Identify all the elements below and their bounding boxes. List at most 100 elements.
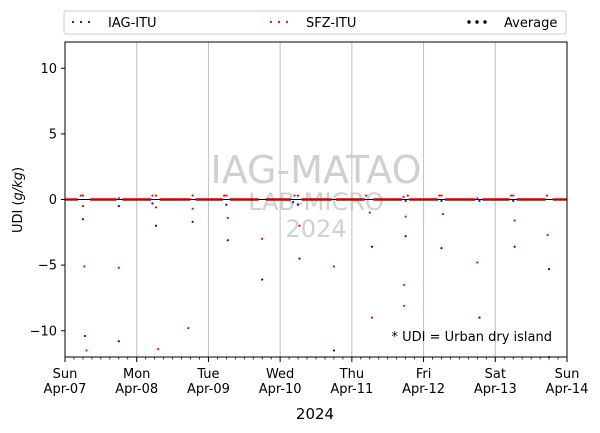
point-sfz-itu [298, 224, 301, 227]
point-sfz-itu [296, 194, 300, 197]
legend-marker [79, 20, 83, 24]
point-sfz-itu [545, 194, 549, 197]
legend-label: SFZ-ITU [306, 16, 356, 31]
point-sfz-itu [83, 265, 86, 268]
legend: IAG-ITU SFZ-ITU Average [63, 10, 567, 35]
point-iag-itu [513, 245, 516, 248]
legend-item-sfz-itu: SFZ-ITU [269, 16, 356, 31]
legend-label: IAG-ITU [108, 16, 157, 31]
point-iag-itu [478, 199, 481, 202]
point-sfz-itu [225, 194, 228, 197]
point-sfz-itu [261, 237, 264, 240]
legend-items: IAG-ITU SFZ-ITU Average [71, 16, 557, 31]
x-tick-day: Sat [485, 367, 506, 382]
point-sfz-itu [476, 261, 479, 264]
point-iag-itu [547, 267, 551, 271]
point-iag-itu [404, 199, 407, 202]
point-iag-itu [440, 246, 443, 250]
watermark-line: LAB-MICRO [248, 188, 384, 216]
x-axis-ticks: SunApr-07MonApr-08TueApr-09WedApr-10ThuA… [44, 357, 589, 397]
point-iag-itu [298, 257, 301, 260]
legend-label: Average [504, 16, 557, 31]
point-iag-itu [81, 218, 85, 221]
x-tick-day: Sun [53, 367, 78, 382]
point-iag-itu [261, 278, 264, 281]
legend-frame [63, 10, 567, 35]
point-sfz-itu [81, 204, 85, 208]
x-tick-day: Mon [123, 367, 150, 382]
point-sfz-itu [438, 194, 441, 197]
point-iag-itu [440, 199, 443, 202]
legend-marker [475, 20, 479, 24]
point-sfz-itu [403, 304, 406, 307]
x-tick-day: Thu [339, 367, 364, 382]
point-sfz-itu [512, 194, 515, 197]
x-tick-date: Apr-11 [330, 382, 373, 397]
point-sfz-itu [293, 194, 296, 197]
point-sfz-itu [191, 194, 194, 197]
point-sfz-itu [79, 194, 82, 197]
legend-item-average: Average [467, 16, 557, 31]
point-sfz-itu [513, 219, 516, 222]
point-iag-itu [404, 235, 407, 238]
point-sfz-itu [223, 194, 226, 197]
point-sfz-itu [154, 194, 158, 197]
point-sfz-itu [476, 197, 479, 200]
point-sfz-itu [404, 215, 407, 218]
x-tick-date: Apr-08 [115, 382, 158, 397]
data-points [79, 194, 551, 359]
point-iag-itu [291, 201, 295, 204]
point-sfz-itu [402, 195, 405, 198]
point-iag-itu [370, 245, 374, 248]
point-sfz-itu [365, 194, 368, 197]
y-axis-ticks: −10 −5 0 5 10 [30, 62, 65, 339]
point-sfz-itu [85, 349, 88, 352]
x-tick-date: Apr-09 [187, 382, 230, 397]
watermark-line: IAG-MATAO [210, 148, 421, 192]
legend-marker [483, 20, 487, 24]
y-tick-label: −10 [30, 324, 57, 339]
point-sfz-itu [226, 216, 229, 219]
point-sfz-itu [81, 194, 85, 197]
x-tick-date: Apr-10 [259, 382, 302, 397]
legend-marker [87, 20, 91, 24]
point-iag-itu [225, 203, 228, 206]
point-sfz-itu [370, 316, 374, 319]
x-axis-label: 2024 [296, 405, 334, 423]
legend-item-iag-itu: IAG-ITU [71, 16, 157, 31]
point-sfz-itu [187, 327, 190, 330]
y-tick-label: −5 [38, 259, 57, 274]
y-tick-label: 5 [49, 127, 57, 142]
point-iag-itu [478, 316, 481, 319]
legend-marker [467, 20, 471, 24]
y-axis-label: UDI (g/kg) [11, 167, 26, 233]
point-iag-itu [512, 199, 515, 202]
point-sfz-itu [157, 348, 160, 351]
annotation-urban-dry-island: * UDI = Urban dry island [392, 330, 552, 345]
point-sfz-itu [117, 266, 120, 269]
x-tick-day: Fri [416, 367, 432, 382]
point-sfz-itu [368, 211, 371, 214]
point-iag-itu [226, 239, 229, 242]
x-tick-date: Apr-13 [474, 382, 517, 397]
point-sfz-itu [154, 206, 158, 209]
point-iag-itu [83, 334, 87, 338]
point-sfz-itu [406, 194, 409, 197]
x-tick-date: Apr-12 [402, 382, 445, 397]
point-iag-itu [154, 224, 158, 227]
point-sfz-itu [117, 197, 120, 200]
point-sfz-itu [440, 194, 443, 197]
point-sfz-itu [191, 207, 194, 210]
point-iag-itu [151, 202, 154, 205]
x-tick-date: Apr-14 [546, 382, 589, 397]
legend-marker [285, 20, 289, 24]
point-sfz-itu [546, 233, 549, 237]
legend-marker [269, 20, 273, 24]
point-iag-itu [117, 340, 120, 343]
legend-marker [277, 20, 281, 24]
point-sfz-itu [441, 212, 445, 216]
x-tick-day: Sun [555, 367, 580, 382]
y-tick-label: 10 [40, 62, 57, 77]
